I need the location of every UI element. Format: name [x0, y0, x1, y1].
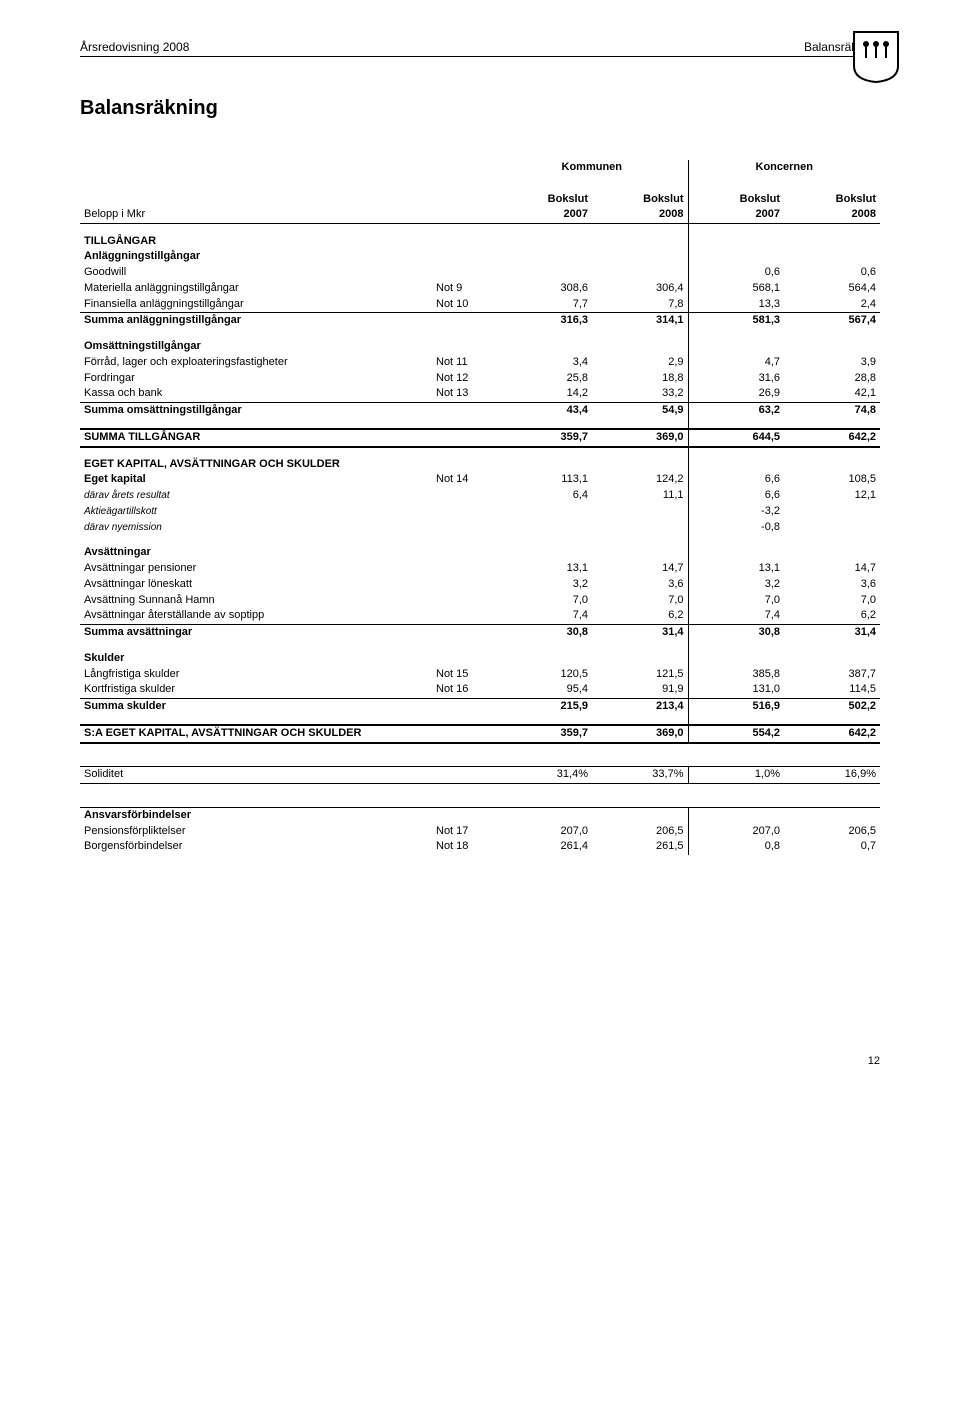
- table-row: därav årets resultat6,411,16,612,1: [80, 488, 880, 504]
- table-row: Materiella anläggningstillgångarNot 9308…: [80, 281, 880, 297]
- table-row: FordringarNot 1225,818,831,628,8: [80, 371, 880, 387]
- table-row: Soliditet31,4%33,7%1,0%16,9%: [80, 767, 880, 784]
- group-kommunen: Kommunen: [496, 160, 688, 176]
- table-row: Summa anläggningstillgångar316,3314,1581…: [80, 313, 880, 329]
- table-row: Avsättningar pensioner13,114,713,114,7: [80, 561, 880, 577]
- table-row: BorgensförbindelserNot 18261,4261,50,80,…: [80, 839, 880, 855]
- table-row: Eget kapitalNot 14113,1124,26,6108,5: [80, 472, 880, 488]
- table-row: Finansiella anläggningstillgångarNot 107…: [80, 297, 880, 313]
- table-row: S:A EGET KAPITAL, AVSÄTTNINGAR OCH SKULD…: [80, 725, 880, 743]
- table-row: Förråd, lager och exploateringsfastighet…: [80, 355, 880, 371]
- table-row: Avsättningar löneskatt3,23,63,23,6: [80, 577, 880, 593]
- table-row: Summa omsättningstillgångar43,454,963,27…: [80, 403, 880, 419]
- page-header: Årsredovisning 2008 Balansräkning: [80, 40, 880, 57]
- page-number: 12: [80, 1055, 880, 1067]
- table-row: Kortfristiga skulderNot 1695,491,9131,01…: [80, 682, 880, 698]
- page-title: Balansräkning: [80, 97, 880, 120]
- table-row: Summa skulder215,9213,4516,9502,2: [80, 699, 880, 715]
- table-row: Goodwill0,60,6: [80, 265, 880, 281]
- table-row: Avsättning Sunnanå Hamn7,07,07,07,0: [80, 593, 880, 609]
- table-row: SUMMA TILLGÅNGAR359,7369,0644,5642,2: [80, 429, 880, 447]
- crest-logo: [852, 30, 900, 87]
- group-koncernen: Koncernen: [688, 160, 880, 176]
- table-row: Avsättningar återställande av soptipp7,4…: [80, 608, 880, 624]
- table-row: Långfristiga skulderNot 15120,5121,5385,…: [80, 667, 880, 683]
- table-row: Kassa och bankNot 1314,233,226,942,1: [80, 386, 880, 402]
- table-row: Aktieägartillskott-3,2: [80, 504, 880, 520]
- table-row: PensionsförpliktelserNot 17207,0206,5207…: [80, 824, 880, 840]
- table-row: Summa avsättningar30,831,430,831,4: [80, 625, 880, 641]
- table-row: därav nyemission-0,8: [80, 520, 880, 536]
- header-left: Årsredovisning 2008: [80, 40, 189, 54]
- balance-sheet-table: Kommunen Koncernen Bokslut Bokslut Boksl…: [80, 160, 880, 855]
